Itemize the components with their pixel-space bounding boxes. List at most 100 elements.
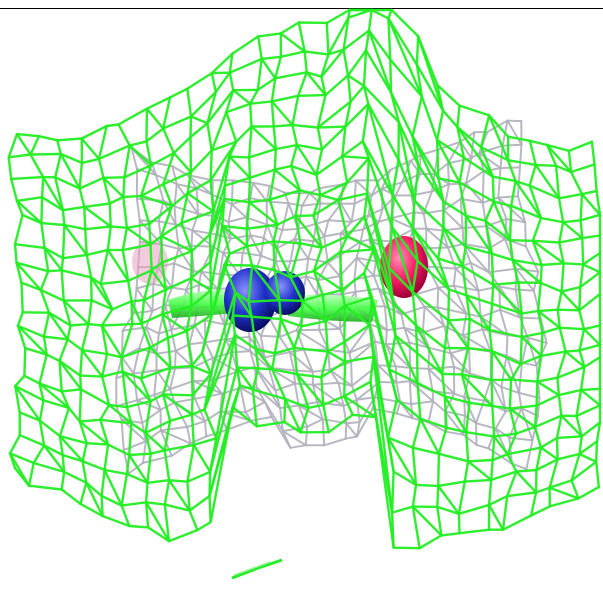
mesh-segment: [69, 322, 90, 327]
mesh-segment: [501, 494, 509, 531]
mesh-segment: [80, 322, 90, 352]
mesh-segment: [15, 132, 32, 156]
mesh-segment: [465, 294, 494, 306]
mesh-segment: [270, 77, 277, 103]
mesh-segment: [160, 305, 193, 316]
mesh-segment: [163, 449, 171, 482]
mesh-segment: [582, 328, 602, 346]
mesh-segment: [39, 288, 65, 302]
mesh-segment: [343, 295, 374, 307]
mesh-segment: [125, 226, 152, 246]
mesh-segment: [494, 427, 511, 439]
mesh-segment: [487, 478, 493, 507]
mesh-segment: [169, 380, 195, 391]
mesh-segment: [528, 139, 549, 147]
mesh-segment: [345, 156, 370, 184]
mesh-segment: [235, 366, 260, 370]
mesh-segment: [337, 181, 349, 202]
mesh-segment: [394, 181, 403, 197]
mesh-segment: [461, 227, 465, 245]
mesh-segment: [506, 446, 543, 456]
mesh-segment: [172, 151, 193, 174]
mesh-segment: [487, 114, 510, 162]
mesh-segment: [536, 281, 542, 313]
mesh-segment: [60, 257, 65, 272]
mesh-segment: [452, 284, 468, 315]
mesh-segment: [321, 288, 344, 297]
mesh-segment: [157, 220, 177, 226]
mesh-segment: [557, 197, 565, 224]
mesh-segment: [509, 362, 522, 381]
mesh-segment: [413, 199, 445, 230]
mesh-segment: [410, 400, 435, 406]
mesh-segment: [534, 163, 558, 168]
mesh-segment: [185, 305, 193, 333]
mesh-segment: [208, 366, 239, 473]
mesh-segment: [78, 420, 110, 446]
mesh-segment: [250, 125, 277, 151]
mesh-segment: [188, 324, 196, 346]
mesh-segment: [414, 324, 444, 376]
mesh-segment: [85, 481, 103, 498]
mesh-segment: [233, 333, 239, 369]
mesh-segment: [508, 407, 523, 439]
mesh-segment: [298, 189, 322, 197]
mesh-segment: [247, 125, 253, 159]
mesh-segment: [536, 309, 561, 329]
mesh-segment: [441, 372, 464, 376]
mesh-segment: [260, 55, 283, 61]
mesh-segment: [101, 514, 131, 528]
mesh-segment: [251, 388, 287, 401]
mesh-segment: [452, 267, 457, 287]
mesh-segment: [338, 235, 349, 254]
mesh-segment: [320, 75, 327, 97]
mesh-segment: [223, 184, 227, 201]
mesh-segment: [228, 155, 252, 180]
mesh-segment: [446, 243, 465, 249]
mesh-segment: [364, 29, 371, 52]
mesh-segment: [47, 311, 69, 341]
mesh-segment: [355, 256, 377, 263]
mesh-segment: [316, 125, 347, 129]
mesh-segment: [445, 426, 468, 434]
mesh-segment: [411, 483, 418, 508]
mesh-segment: [175, 183, 198, 190]
mesh-segment: [539, 436, 559, 449]
mesh-segment: [577, 485, 600, 500]
mesh-segment: [291, 94, 300, 127]
mesh-segment: [490, 349, 513, 381]
mesh-segment: [121, 370, 129, 409]
mesh-segment: [436, 257, 451, 291]
mesh-segment: [247, 147, 277, 159]
mesh-segment: [283, 397, 310, 409]
mesh-segment: [312, 381, 340, 386]
mesh-segment: [321, 293, 327, 323]
mesh-segment: [170, 286, 188, 291]
mesh-segment: [186, 420, 206, 428]
mesh-segment: [386, 436, 418, 487]
mesh-segment: [338, 248, 375, 254]
mesh-segment: [468, 317, 491, 332]
mesh-segment: [477, 289, 482, 318]
mesh-segment: [529, 505, 551, 517]
mesh-segment: [257, 32, 282, 38]
mesh-segment: [327, 219, 353, 223]
mesh-segment: [389, 58, 423, 98]
mesh-segment: [499, 308, 522, 319]
mesh-segment: [491, 281, 520, 286]
mesh-segment: [300, 320, 327, 328]
mesh-segment: [578, 435, 583, 456]
mesh-segment: [160, 313, 170, 339]
mesh-segment: [249, 350, 256, 368]
mesh-segment: [564, 350, 586, 369]
mesh-segment: [490, 252, 495, 286]
mesh-segment: [456, 125, 494, 178]
mesh-segment: [297, 404, 309, 428]
mesh-segment: [416, 381, 446, 398]
mesh-segment: [241, 251, 263, 257]
mesh-segment: [204, 338, 227, 344]
mesh-segment: [506, 158, 537, 167]
mesh-segment: [293, 369, 296, 385]
mesh-segment: [38, 382, 45, 402]
